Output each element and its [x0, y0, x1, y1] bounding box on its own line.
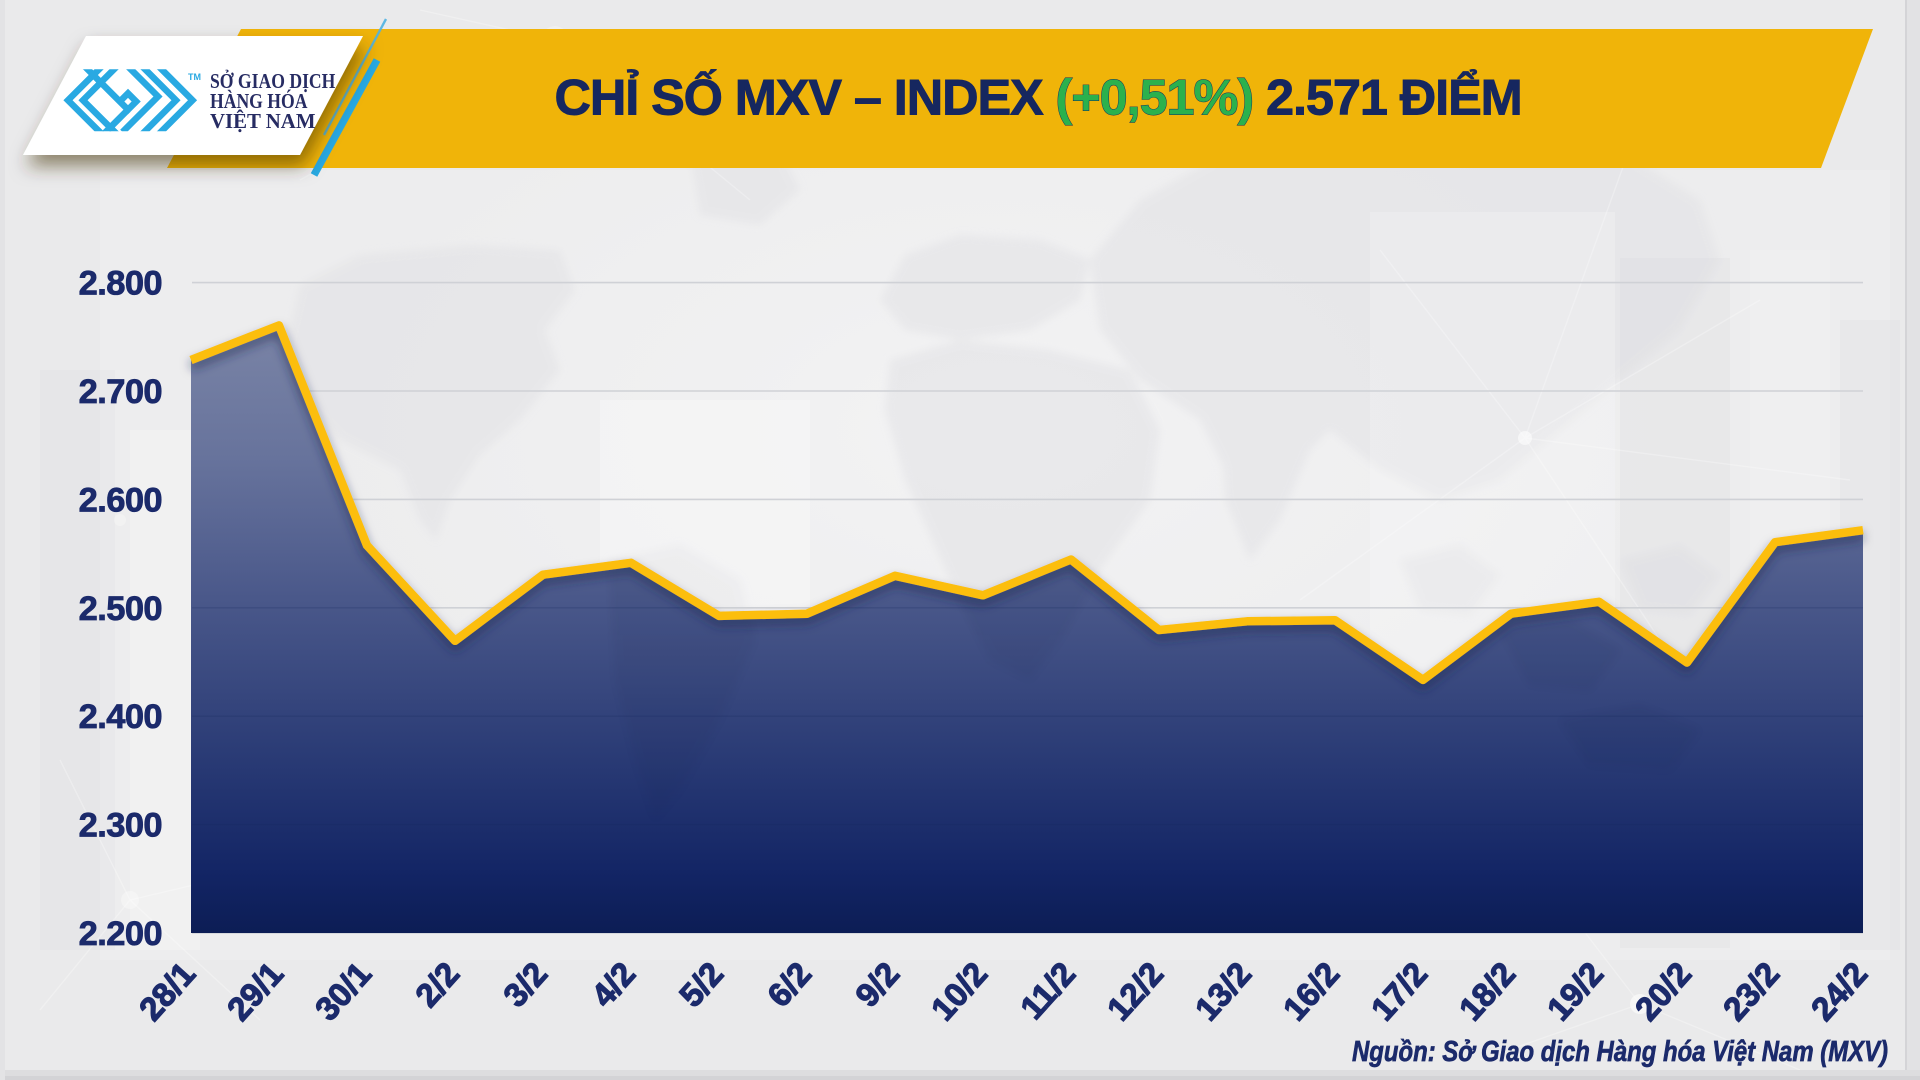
svg-text:2/2: 2/2 — [408, 955, 466, 1014]
svg-text:CHỈ SỐ MXV – INDEX (+0,51%) 2.: CHỈ SỐ MXV – INDEX (+0,51%) 2.571 ĐIỂM — [555, 69, 1522, 126]
svg-text:29/1: 29/1 — [220, 955, 290, 1027]
svg-text:16/2: 16/2 — [1276, 955, 1346, 1027]
svg-text:23/2: 23/2 — [1716, 955, 1786, 1027]
svg-text:12/2: 12/2 — [1100, 955, 1170, 1027]
svg-text:18/2: 18/2 — [1452, 955, 1522, 1027]
svg-text:HÀNG HÓA: HÀNG HÓA — [210, 89, 308, 113]
svg-text:TM: TM — [188, 72, 201, 82]
svg-text:28/1: 28/1 — [132, 955, 202, 1027]
svg-text:9/2: 9/2 — [848, 955, 906, 1014]
svg-text:2.200: 2.200 — [79, 915, 162, 953]
svg-text:24/2: 24/2 — [1804, 955, 1874, 1027]
svg-text:6/2: 6/2 — [760, 955, 818, 1014]
svg-text:11/2: 11/2 — [1013, 955, 1082, 1026]
svg-text:2.300: 2.300 — [79, 807, 162, 845]
svg-text:2.600: 2.600 — [79, 481, 162, 519]
svg-text:2.700: 2.700 — [79, 373, 162, 411]
svg-text:30/1: 30/1 — [308, 955, 378, 1027]
svg-text:Nguồn: Sở Giao dịch Hàng hóa V: Nguồn: Sở Giao dịch Hàng hóa Việt Nam (M… — [1352, 1036, 1888, 1068]
svg-text:VIỆT NAM: VIỆT NAM — [210, 109, 316, 133]
svg-text:2.400: 2.400 — [79, 698, 162, 736]
svg-text:13/2: 13/2 — [1188, 955, 1258, 1027]
svg-text:17/2: 17/2 — [1364, 955, 1434, 1027]
svg-text:19/2: 19/2 — [1540, 955, 1610, 1027]
svg-text:20/2: 20/2 — [1628, 955, 1698, 1027]
svg-text:5/2: 5/2 — [672, 955, 730, 1014]
svg-text:2.800: 2.800 — [79, 265, 162, 303]
svg-text:3/2: 3/2 — [496, 955, 554, 1014]
svg-text:10/2: 10/2 — [924, 955, 994, 1027]
svg-text:2.500: 2.500 — [79, 590, 162, 628]
svg-text:4/2: 4/2 — [584, 955, 642, 1014]
svg-text:SỞ GIAO DỊCH: SỞ GIAO DỊCH — [210, 69, 335, 93]
